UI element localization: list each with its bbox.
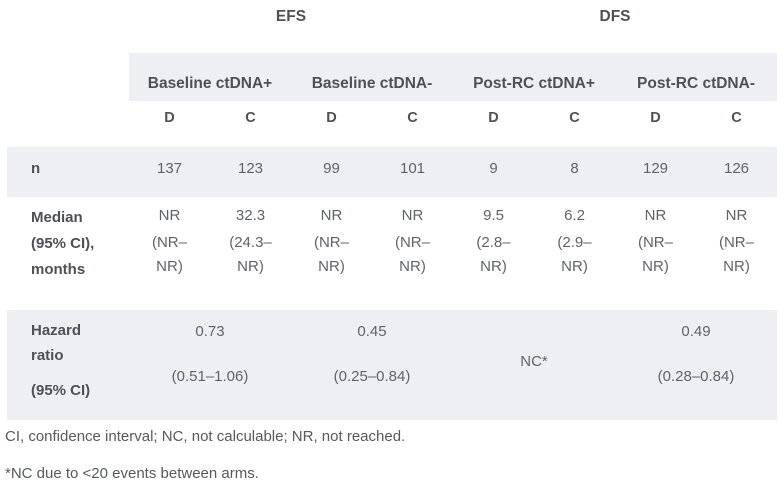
median-value: NR [158, 207, 181, 224]
hazard-ci: (0.25–0.84) [333, 368, 411, 385]
footnotes: CI, confidence interval; NC, not calcula… [5, 427, 784, 484]
hazard-cell-postrc-pos: NC* [453, 310, 615, 420]
median-value: NR [644, 207, 667, 224]
row-label-n: n [31, 160, 41, 177]
hazard-ci: (0.51–1.06) [171, 368, 249, 385]
median-cell: NR (NR– NR) [129, 197, 210, 310]
n-value: 101 [399, 160, 426, 177]
row-n: n 137 123 99 101 9 8 129 126 [7, 147, 777, 197]
hazard-value: 0.45 [357, 323, 387, 340]
arm-header: D [164, 110, 175, 126]
hazard-value-nc: NC* [520, 353, 548, 370]
superheader-row: EFS DFS [7, 0, 777, 40]
hazard-value: 0.73 [195, 323, 225, 340]
arm-header-row: D C D C D C D C [7, 105, 777, 131]
arm-header: C [245, 110, 256, 126]
median-ci: (NR– NR) [313, 234, 349, 275]
n-value: 123 [237, 160, 264, 177]
footnote-nc-asterisk: *NC due to <20 events between arms. [5, 465, 259, 482]
group-header-postrc-ctdna-neg: Post-RC ctDNA- [615, 53, 777, 101]
results-table: EFS DFS Baseline ctDNA+ Baseline ctDNA- … [7, 0, 777, 420]
arm-header: C [731, 110, 742, 126]
median-ci: (NR– NR) [718, 234, 754, 275]
hazard-label-line2: (95% CI) [31, 382, 91, 399]
group-header-baseline-ctdna-neg: Baseline ctDNA- [291, 53, 453, 101]
median-cell: NR (NR– NR) [372, 197, 453, 310]
median-value: NR [725, 207, 748, 224]
hazard-value: 0.49 [681, 323, 711, 340]
footnote-abbreviations: CI, confidence interval; NC, not calcula… [5, 428, 406, 445]
median-cell: 32.3 (24.3– NR) [210, 197, 291, 310]
median-cell: NR (NR– NR) [696, 197, 777, 310]
median-ci: (NR– NR) [151, 234, 187, 275]
arm-header: D [488, 110, 499, 126]
median-value: NR [320, 207, 343, 224]
group-header-baseline-ctdna-pos: Baseline ctDNA+ [129, 53, 291, 101]
n-value: 126 [723, 160, 750, 177]
median-cell: NR (NR– NR) [615, 197, 696, 310]
hazard-cell-baseline-pos: 0.73 (0.51–1.06) [129, 310, 291, 420]
n-value: 8 [570, 160, 579, 177]
median-value: 32.3 [235, 207, 266, 224]
n-value: 99 [323, 160, 340, 177]
median-ci: (2.8– NR) [476, 234, 511, 275]
superheader-efs: EFS [275, 8, 307, 25]
hazard-ci: (0.28–0.84) [657, 368, 735, 385]
group-header-postrc-ctdna-pos: Post-RC ctDNA+ [453, 53, 615, 101]
arm-header-spacer [7, 105, 129, 131]
arm-header: D [326, 110, 337, 126]
median-value: 6.2 [564, 207, 585, 224]
arm-header: C [407, 110, 418, 126]
superheader-dfs: DFS [599, 8, 631, 25]
arm-header: D [650, 110, 661, 126]
median-value: NR [401, 207, 424, 224]
n-value: 129 [642, 160, 669, 177]
median-ci: (NR– NR) [637, 234, 673, 275]
row-median: Median (95% CI), months NR (NR– NR) 32.3… [7, 197, 777, 310]
n-value: 137 [156, 160, 183, 177]
median-cell: NR (NR– NR) [291, 197, 372, 310]
hazard-cell-postrc-neg: 0.49 (0.28–0.84) [615, 310, 777, 420]
arm-header: C [569, 110, 580, 126]
hazard-label-line1: Hazard ratio [31, 322, 82, 364]
median-cell: 6.2 (2.9– NR) [534, 197, 615, 310]
median-value: 9.5 [483, 207, 504, 224]
hazard-cell-baseline-neg: 0.45 (0.25–0.84) [291, 310, 453, 420]
group-header-spacer [7, 53, 129, 101]
median-ci: (NR– NR) [394, 234, 430, 275]
median-cell: 9.5 (2.8– NR) [453, 197, 534, 310]
median-ci: (2.9– NR) [557, 234, 592, 275]
group-header-row: Baseline ctDNA+ Baseline ctDNA- Post-RC … [7, 53, 777, 101]
row-label-median: Median (95% CI), months [31, 209, 95, 278]
row-hazard-ratio: Hazard ratio (95% CI) 0.73 (0.51–1.06) 0… [7, 310, 777, 420]
n-value: 9 [489, 160, 498, 177]
row-label-hazard-ratio: Hazard ratio (95% CI) [7, 310, 129, 420]
median-ci: (24.3– NR) [229, 234, 272, 275]
